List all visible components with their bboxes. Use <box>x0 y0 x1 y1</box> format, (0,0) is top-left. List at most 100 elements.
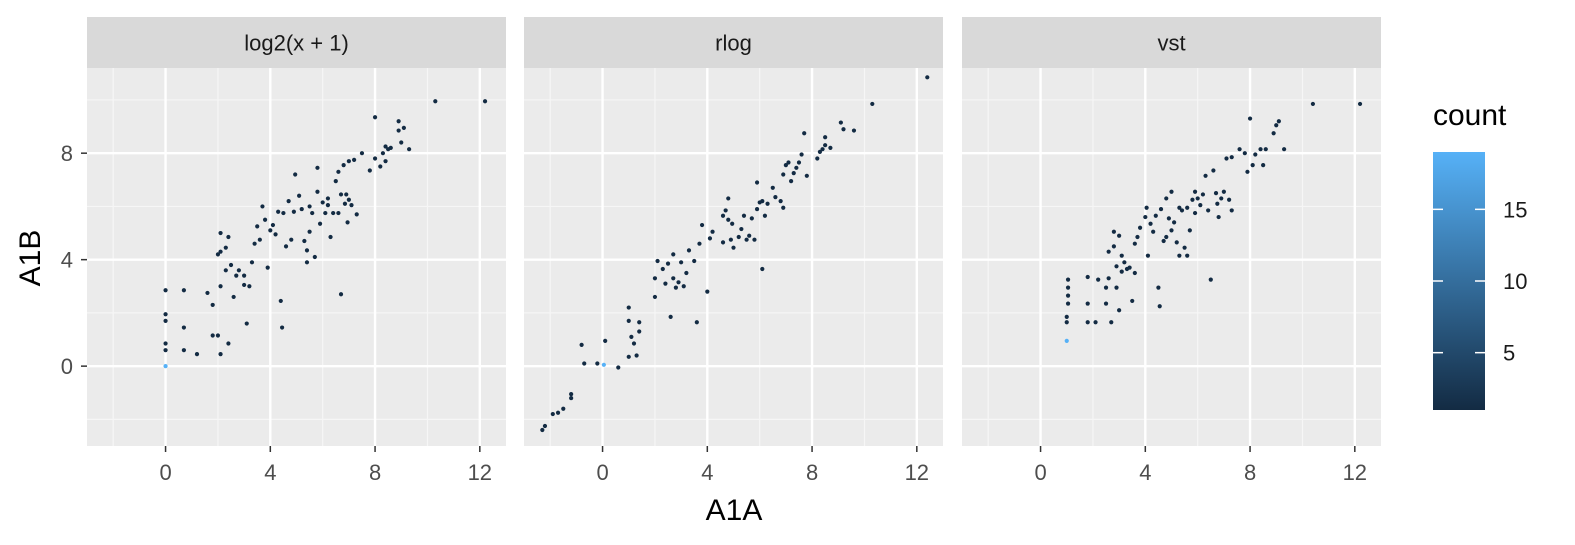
data-point <box>838 120 843 125</box>
data-point <box>223 268 228 273</box>
data-point <box>210 333 215 338</box>
data-point <box>1164 196 1169 201</box>
data-point <box>181 348 186 353</box>
data-point <box>265 265 270 270</box>
color-legend: count 5 10 15 <box>1433 99 1527 410</box>
data-point <box>407 147 412 152</box>
data-point <box>1132 241 1137 246</box>
data-point <box>482 99 488 104</box>
data-point <box>815 156 820 161</box>
data-point <box>555 410 561 415</box>
data-point <box>781 205 786 210</box>
data-point <box>1227 197 1232 202</box>
data-point <box>679 260 684 265</box>
data-point <box>372 115 378 120</box>
panel-strip <box>524 17 943 68</box>
data-point <box>218 230 223 236</box>
y-tick-label: 8 <box>61 141 73 166</box>
data-point <box>320 200 325 205</box>
data-point <box>754 180 760 185</box>
data-point <box>601 362 606 367</box>
data-point <box>1114 285 1119 290</box>
x-tick-label: 8 <box>806 460 818 485</box>
data-point <box>349 202 354 208</box>
data-point <box>668 314 673 319</box>
data-point <box>760 198 765 204</box>
data-point <box>579 342 584 347</box>
data-point <box>1106 276 1111 281</box>
data-point <box>163 348 168 353</box>
x-tick-label: 8 <box>1244 460 1256 485</box>
data-point <box>215 252 221 257</box>
data-point <box>739 226 744 232</box>
data-point <box>210 302 215 308</box>
x-tick-label: 4 <box>1139 460 1151 485</box>
data-point <box>684 270 689 276</box>
data-point <box>1153 213 1158 218</box>
data-point <box>841 127 846 132</box>
data-point <box>1085 301 1090 306</box>
data-point <box>1151 229 1156 234</box>
data-point <box>273 232 278 237</box>
data-point <box>1127 265 1132 270</box>
data-point <box>247 284 252 289</box>
y-axis-title: A1B <box>14 230 47 287</box>
data-point <box>1187 228 1192 233</box>
data-point <box>626 305 631 310</box>
data-point <box>1185 253 1190 258</box>
data-point <box>1208 277 1213 282</box>
data-point <box>550 411 555 417</box>
data-point <box>752 237 757 242</box>
data-point <box>1156 285 1161 290</box>
panel-strip <box>962 17 1381 68</box>
data-point <box>354 212 359 217</box>
data-point <box>352 157 357 162</box>
data-point <box>297 193 302 198</box>
data-point <box>396 119 401 124</box>
data-point <box>671 276 676 281</box>
x-tick-label: 8 <box>369 460 381 485</box>
data-point <box>323 210 328 216</box>
data-point <box>736 234 741 240</box>
data-point <box>1065 293 1071 298</box>
data-point <box>1247 116 1253 121</box>
data-point <box>626 318 631 323</box>
data-point <box>331 210 336 216</box>
data-point <box>244 321 249 326</box>
data-point <box>1169 228 1174 233</box>
data-point <box>1096 277 1101 282</box>
data-point <box>1198 202 1203 208</box>
data-point <box>1245 169 1250 174</box>
data-point <box>218 284 223 289</box>
x-tick-label: 12 <box>1343 460 1367 485</box>
data-point <box>1137 225 1143 230</box>
data-point <box>234 273 239 278</box>
data-point <box>828 145 833 150</box>
data-point <box>249 260 255 265</box>
data-point <box>1103 285 1109 290</box>
data-point <box>383 159 388 164</box>
data-point <box>1103 301 1109 306</box>
data-point <box>681 284 686 289</box>
data-point <box>652 294 658 300</box>
data-point <box>1195 196 1200 201</box>
data-point <box>325 202 331 208</box>
data-point <box>699 222 705 228</box>
data-point <box>749 216 754 221</box>
data-point <box>342 201 348 206</box>
data-point <box>1158 206 1164 212</box>
data-point <box>1215 201 1220 206</box>
panel-strip <box>87 17 506 68</box>
data-point <box>655 258 660 264</box>
data-point <box>1177 253 1182 258</box>
legend-tick-label: 15 <box>1503 197 1527 222</box>
data-point <box>773 195 778 200</box>
data-point <box>726 196 731 201</box>
data-point <box>925 75 930 80</box>
data-point <box>242 273 247 278</box>
data-point <box>289 237 294 242</box>
panel-strip-label: rlog <box>715 31 752 56</box>
data-point <box>686 248 692 253</box>
data-point <box>333 179 338 184</box>
legend-tick-label: 10 <box>1503 269 1527 294</box>
